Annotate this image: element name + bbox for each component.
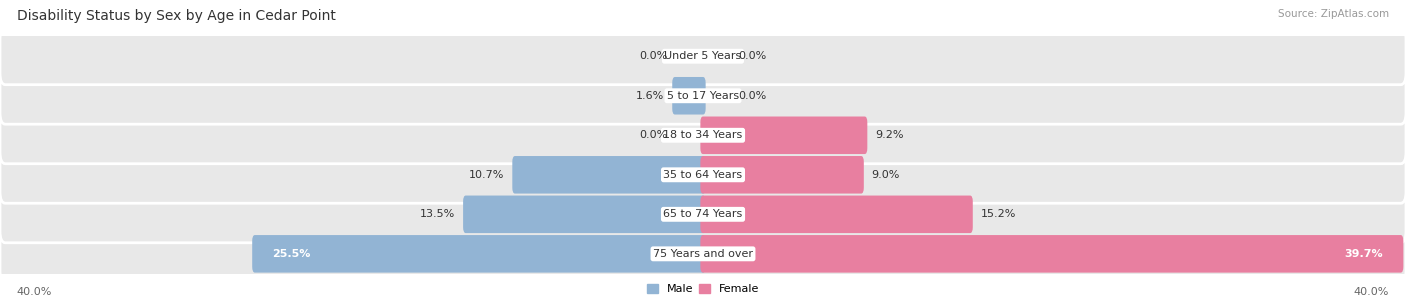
FancyBboxPatch shape bbox=[0, 225, 1406, 282]
Text: 9.0%: 9.0% bbox=[872, 170, 900, 180]
Text: 40.0%: 40.0% bbox=[17, 287, 52, 297]
FancyBboxPatch shape bbox=[512, 156, 706, 194]
Text: 18 to 34 Years: 18 to 34 Years bbox=[664, 130, 742, 140]
FancyBboxPatch shape bbox=[463, 195, 706, 233]
Text: 75 Years and over: 75 Years and over bbox=[652, 249, 754, 259]
FancyBboxPatch shape bbox=[700, 116, 868, 154]
FancyBboxPatch shape bbox=[0, 28, 1406, 85]
Text: 35 to 64 Years: 35 to 64 Years bbox=[664, 170, 742, 180]
Text: 10.7%: 10.7% bbox=[470, 170, 505, 180]
Text: Source: ZipAtlas.com: Source: ZipAtlas.com bbox=[1278, 9, 1389, 19]
Text: 5 to 17 Years: 5 to 17 Years bbox=[666, 91, 740, 101]
Text: 40.0%: 40.0% bbox=[1354, 287, 1389, 297]
FancyBboxPatch shape bbox=[0, 67, 1406, 124]
Text: 13.5%: 13.5% bbox=[420, 209, 456, 219]
FancyBboxPatch shape bbox=[700, 195, 973, 233]
Text: 1.6%: 1.6% bbox=[636, 91, 665, 101]
Text: 39.7%: 39.7% bbox=[1344, 249, 1384, 259]
FancyBboxPatch shape bbox=[0, 146, 1406, 203]
FancyBboxPatch shape bbox=[252, 235, 706, 273]
FancyBboxPatch shape bbox=[700, 156, 863, 194]
Text: Under 5 Years: Under 5 Years bbox=[665, 51, 741, 61]
Text: Disability Status by Sex by Age in Cedar Point: Disability Status by Sex by Age in Cedar… bbox=[17, 9, 336, 23]
FancyBboxPatch shape bbox=[0, 186, 1406, 243]
Legend: Male, Female: Male, Female bbox=[643, 279, 763, 299]
Text: 15.2%: 15.2% bbox=[981, 209, 1017, 219]
Text: 0.0%: 0.0% bbox=[640, 130, 668, 140]
Text: 65 to 74 Years: 65 to 74 Years bbox=[664, 209, 742, 219]
FancyBboxPatch shape bbox=[672, 77, 706, 115]
Text: 0.0%: 0.0% bbox=[640, 51, 668, 61]
Text: 0.0%: 0.0% bbox=[738, 91, 766, 101]
Text: 25.5%: 25.5% bbox=[273, 249, 311, 259]
FancyBboxPatch shape bbox=[700, 235, 1403, 273]
Text: 9.2%: 9.2% bbox=[875, 130, 904, 140]
Text: 0.0%: 0.0% bbox=[738, 51, 766, 61]
FancyBboxPatch shape bbox=[0, 107, 1406, 164]
